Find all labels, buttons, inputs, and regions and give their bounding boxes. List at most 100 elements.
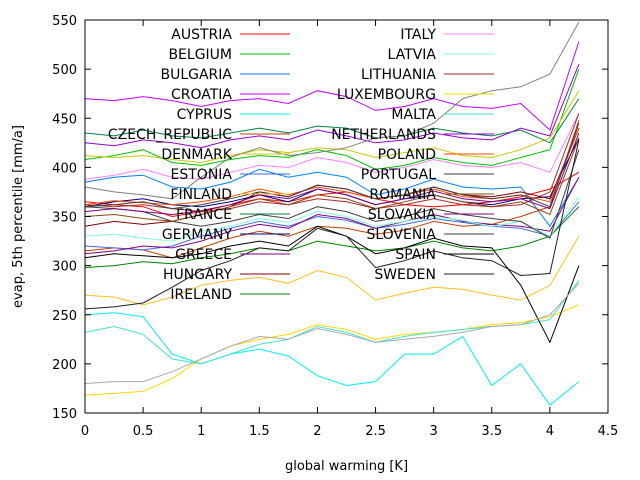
legend-entry-bulgaria: BULGARIA bbox=[160, 67, 290, 83]
legend-label: BULGARIA bbox=[160, 67, 232, 83]
legend-entry-greece: GREECE bbox=[175, 247, 290, 263]
legend-label: NETHERLANDS bbox=[331, 127, 436, 143]
ticks-layer: 0 0.5 1 1.5 2 2.5 3 3.5 4 4.5 150 200 250 300 350 400 45… bbox=[52, 14, 618, 439]
y-axis-label: evap, 5th percentile [mm/a] bbox=[11, 125, 26, 308]
series-line-sweden bbox=[84, 139, 580, 310]
legend-label: MALTA bbox=[391, 107, 436, 123]
x-tick-label: 0 bbox=[81, 424, 89, 439]
legend-label: CYPRUS bbox=[177, 107, 232, 123]
series-line-cyprus bbox=[84, 312, 580, 406]
legend-entry-netherlands: NETHERLANDS bbox=[331, 127, 494, 143]
series-line-france bbox=[84, 98, 580, 144]
legend-entry-luxembourg: LUXEMBOURG bbox=[337, 87, 494, 103]
x-tick-label: 3 bbox=[430, 424, 438, 439]
legend-label: ESTONIA bbox=[171, 167, 233, 183]
series-line-greece bbox=[84, 176, 580, 255]
legend-entry-austria: AUSTRIA bbox=[171, 27, 290, 43]
series-line-latvia bbox=[84, 196, 580, 242]
series-line-ireland bbox=[84, 206, 580, 269]
y-tick-label: 350 bbox=[52, 211, 77, 226]
x-tick-label: 4.5 bbox=[598, 424, 619, 439]
legend-entry-cyprus: CYPRUS bbox=[177, 107, 290, 123]
y-tick-label: 450 bbox=[52, 112, 77, 127]
legend-label: FINLAND bbox=[170, 187, 232, 203]
x-tick-label: 1 bbox=[197, 424, 205, 439]
series-line-unlabeled-28 bbox=[84, 21, 580, 200]
y-tick-label: 400 bbox=[52, 161, 77, 176]
legend-label: POLAND bbox=[378, 147, 436, 163]
x-tick-label: 1.5 bbox=[249, 424, 270, 439]
legend-entry-france: FRANCE bbox=[176, 207, 290, 223]
legend-label: GERMANY bbox=[162, 227, 233, 243]
legend-entry-lithuania: LITHUANIA bbox=[361, 67, 494, 83]
legend-label: CROATIA bbox=[171, 87, 232, 103]
legend-label: ITALY bbox=[400, 27, 436, 43]
x-tick-label: 4 bbox=[546, 424, 554, 439]
legend-label: IRELAND bbox=[170, 287, 232, 303]
series-line-romania bbox=[84, 137, 580, 222]
legend-entry-slovenia: SLOVENIA bbox=[366, 227, 494, 243]
series-line-malta bbox=[84, 280, 580, 365]
legend-entry-malta: MALTA bbox=[391, 107, 494, 123]
series-line-belgium bbox=[84, 68, 580, 170]
legend-entry-denmark: DENMARK bbox=[161, 147, 290, 163]
legend-label: AUSTRIA bbox=[171, 27, 232, 43]
legend-entry-spain: SPAIN bbox=[395, 247, 494, 263]
series-line-croatia bbox=[84, 41, 580, 131]
legend-label: ROMANIA bbox=[369, 187, 436, 203]
x-axis-label: global warming [K] bbox=[285, 459, 408, 474]
x-tick-label: 2 bbox=[313, 424, 321, 439]
legend-label: HUNGARY bbox=[163, 267, 233, 283]
legend-label: SWEDEN bbox=[374, 267, 436, 283]
series-line-bulgaria bbox=[84, 168, 580, 228]
legend-entry-poland: POLAND bbox=[378, 147, 494, 163]
legend-entry-sweden: SWEDEN bbox=[374, 267, 494, 283]
y-tick-label: 250 bbox=[52, 309, 77, 324]
legend-label: SPAIN bbox=[395, 247, 436, 263]
legend-entry-croatia: CROATIA bbox=[171, 87, 290, 103]
legend-entry-italy: ITALY bbox=[400, 27, 494, 43]
legend: AUSTRIA BELGIUM BULGARIA CROATIA CYPRUS CZECH… bbox=[108, 27, 494, 303]
legend-entry-czech-republic: CZECH_REPUBLIC bbox=[108, 127, 290, 143]
y-tick-label: 150 bbox=[52, 407, 77, 422]
legend-label: GREECE bbox=[175, 247, 232, 263]
legend-entry-ireland: IRELAND bbox=[170, 287, 290, 303]
series-line-luxembourg bbox=[84, 304, 580, 396]
legend-label: SLOVENIA bbox=[366, 227, 436, 243]
legend-label: BELGIUM bbox=[168, 47, 232, 63]
series-layer bbox=[84, 21, 580, 406]
series-line-spain bbox=[84, 225, 580, 344]
series-line-denmark bbox=[84, 90, 580, 164]
y-tick-label: 200 bbox=[52, 358, 77, 373]
series-line-portugal bbox=[84, 149, 580, 239]
x-tick-label: 0.5 bbox=[133, 424, 154, 439]
series-line-czech-republic bbox=[84, 120, 580, 259]
legend-label: SLOVAKIA bbox=[368, 207, 437, 223]
legend-label: FRANCE bbox=[176, 207, 232, 223]
legend-entry-portugal: PORTUGAL bbox=[361, 167, 494, 183]
legend-entry-romania: ROMANIA bbox=[369, 187, 494, 203]
series-line-unlabeled-27 bbox=[84, 282, 580, 384]
series-line-italy bbox=[84, 113, 580, 180]
legend-label: PORTUGAL bbox=[361, 167, 436, 183]
x-tick-label: 3.5 bbox=[481, 424, 502, 439]
legend-entry-belgium: BELGIUM bbox=[168, 47, 290, 63]
series-line-slovenia bbox=[84, 123, 580, 210]
y-tick-label: 300 bbox=[52, 260, 77, 275]
legend-label: CZECH_REPUBLIC bbox=[108, 127, 232, 143]
series-line-finland bbox=[84, 235, 580, 306]
legend-entry-latvia: LATVIA bbox=[388, 47, 494, 63]
legend-entry-germany: GERMANY bbox=[162, 227, 290, 243]
legend-label: LUXEMBOURG bbox=[337, 87, 436, 103]
legend-entry-estonia: ESTONIA bbox=[171, 167, 290, 183]
legend-entry-hungary: HUNGARY bbox=[163, 267, 290, 283]
series-line-estonia bbox=[84, 201, 580, 251]
series-line-netherlands bbox=[84, 64, 580, 149]
legend-label: LITHUANIA bbox=[361, 67, 436, 83]
legend-label: DENMARK bbox=[161, 147, 232, 163]
x-tick-label: 2.5 bbox=[365, 424, 386, 439]
legend-entry-slovakia: SLOVAKIA bbox=[368, 207, 494, 223]
legend-entry-finland: FINLAND bbox=[170, 187, 290, 203]
y-tick-label: 500 bbox=[52, 63, 77, 78]
